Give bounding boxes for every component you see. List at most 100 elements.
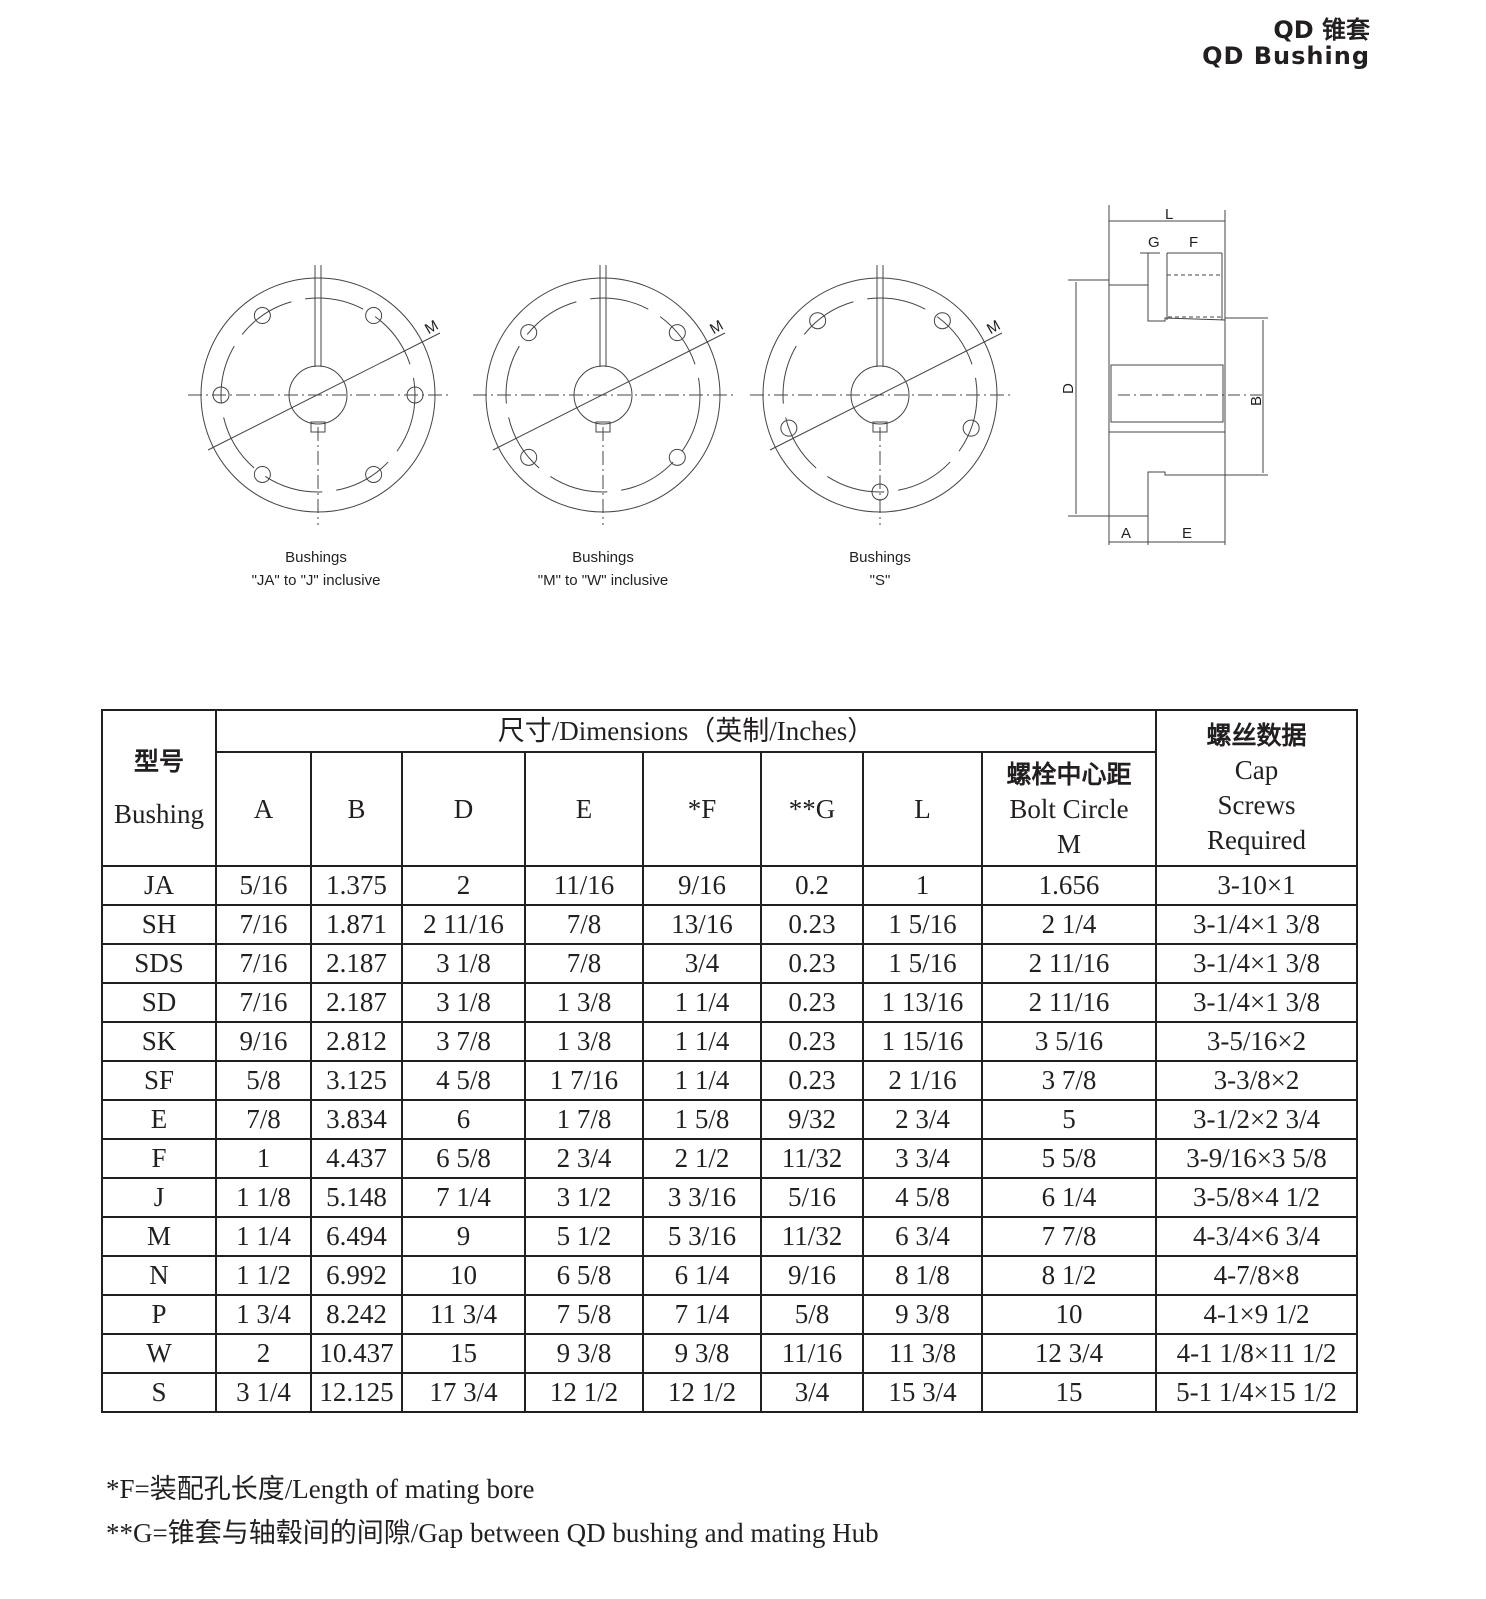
table-cell: 7/8 — [524, 904, 644, 945]
bushing-model-cell: E — [101, 1099, 217, 1140]
table-cell: 7/8 — [524, 943, 644, 984]
table-cell: 1 1/4 — [642, 1060, 762, 1101]
header-col-l: L — [862, 751, 983, 867]
bushing-model-cell: SH — [101, 904, 217, 945]
bolt-hole — [212, 386, 230, 404]
label-M: M — [422, 317, 441, 338]
table-cell: 3/4 — [642, 943, 762, 984]
header-col-d: D — [401, 751, 526, 867]
label-E: E — [1182, 525, 1192, 542]
table-cell: 6 5/8 — [524, 1255, 644, 1296]
table-cell: 1 1/8 — [215, 1177, 312, 1218]
bushing-model-cell: M — [101, 1216, 217, 1257]
caption-s: Bushings "S" — [750, 546, 1010, 592]
table-cell: 12 1/2 — [524, 1372, 644, 1413]
table-cell: 3-1/4×1 3/8 — [1155, 982, 1358, 1023]
caption-line: "JA" to "J" inclusive — [251, 572, 381, 589]
table-cell: 9/16 — [642, 865, 762, 906]
table-cell: 2 1/4 — [981, 904, 1157, 945]
table-row: SDS 7/16 2.187 3 1/8 7/8 3/4 0.23 1 5/16 2 11/16… — [101, 943, 1358, 984]
table-cell: 2 1/2 — [642, 1138, 762, 1179]
label-M: M — [984, 317, 1003, 338]
header-bolt-circle: 螺栓中心距 Bolt Circle M — [981, 751, 1157, 867]
caption-line: "M" to "W" inclusive — [537, 572, 669, 589]
table-cell: 6 3/4 — [862, 1216, 983, 1257]
table-row: E 7/8 3.834 6 1 7/8 1 5/8 9/32 2 3/4 5 3-1/2×2 3/… — [101, 1099, 1358, 1140]
bolt-hole — [668, 448, 686, 466]
header-en: Bolt Circle — [1009, 793, 1129, 824]
label-L: L — [1165, 206, 1173, 223]
table-cell: 7/16 — [215, 943, 312, 984]
table-row: W 2 10.437 15 9 3/8 9 3/8 11/16 11 3/8 12 3/4 4-1… — [101, 1333, 1358, 1374]
table-cell: 3-5/16×2 — [1155, 1021, 1358, 1062]
table-cell: 6.494 — [310, 1216, 403, 1257]
table-cell: 1 1/4 — [215, 1216, 312, 1257]
table-cell: 3-1/4×1 3/8 — [1155, 904, 1358, 945]
bushing-model-cell: J — [101, 1177, 217, 1218]
table-cell: 4-3/4×6 3/4 — [1155, 1216, 1358, 1257]
header-en: Screws — [1217, 790, 1296, 820]
table-cell: 3-3/8×2 — [1155, 1060, 1358, 1101]
table-cell: 0.23 — [760, 1060, 864, 1101]
table-cell: 2 — [215, 1333, 312, 1374]
label-M: M — [707, 317, 726, 338]
table-cell: 8 1/2 — [981, 1255, 1157, 1296]
header-en: M — [1056, 828, 1081, 859]
bolt-hole — [520, 448, 538, 466]
table-cell: 1 — [862, 865, 983, 906]
header-col-g: **G — [760, 751, 864, 867]
header-cap-screws: 螺丝数据 Cap Screws Required — [1155, 709, 1358, 867]
front-view-drawing: M — [750, 265, 1010, 525]
header-cn: 螺栓中心距 — [1006, 759, 1132, 789]
table-cell: 3.125 — [310, 1060, 403, 1101]
table-cell: 1 13/16 — [862, 982, 983, 1023]
table-cell: 2 1/16 — [862, 1060, 983, 1101]
table-cell: 5 — [981, 1099, 1157, 1140]
front-view-drawing: M — [473, 265, 733, 525]
table-cell: 7/16 — [215, 904, 312, 945]
table-row: SD 7/16 2.187 3 1/8 1 3/8 1 1/4 0.23 1 13/16 2 1… — [101, 982, 1358, 1023]
table-cell: 8.242 — [310, 1294, 403, 1335]
bushing-model-cell: P — [101, 1294, 217, 1335]
bushing-model-cell: SK — [101, 1021, 217, 1062]
bolt-hole — [406, 386, 424, 404]
table-cell: 11/16 — [524, 865, 644, 906]
table-cell: 6 1/4 — [981, 1177, 1157, 1218]
table-cell: 4-1 1/8×11 1/2 — [1155, 1333, 1358, 1374]
table-cell: 2.187 — [310, 982, 403, 1023]
bolt-hole — [962, 419, 980, 437]
header-bushing: 型号 Bushing — [101, 709, 217, 867]
table-cell: 5 3/16 — [642, 1216, 762, 1257]
header-col-a: A — [215, 751, 312, 867]
table-cell: 1.375 — [310, 865, 403, 906]
table-cell: 1 5/16 — [862, 904, 983, 945]
table-cell: 1.871 — [310, 904, 403, 945]
bolt-hole — [520, 324, 538, 342]
table-cell: 3-10×1 — [1155, 865, 1358, 906]
label-F: F — [1189, 234, 1198, 251]
table-row: F 1 4.437 6 5/8 2 3/4 2 1/2 11/32 3 3/4 5 5/8 3-9… — [101, 1138, 1358, 1179]
table-cell: 3 3/16 — [642, 1177, 762, 1218]
header-dimensions: 尺寸/Dimensions（英制/Inches） — [215, 709, 1157, 753]
header-col-e: E — [524, 751, 644, 867]
table-cell: 10 — [401, 1255, 526, 1296]
table-cell: 0.2 — [760, 865, 864, 906]
caption-m-w: Bushings "M" to "W" inclusive — [473, 546, 733, 592]
bolt-hole — [933, 312, 951, 330]
dimensions-table: 型号 Bushing 尺寸/Dimensions（英制/Inches） 螺丝数据 C… — [101, 709, 1358, 1413]
bushing-model-cell: SD — [101, 982, 217, 1023]
table-cell: 5.148 — [310, 1177, 403, 1218]
bolt-hole — [668, 324, 686, 342]
bolt-hole — [253, 465, 271, 483]
table-cell: 5-1 1/4×15 1/2 — [1155, 1372, 1358, 1413]
table-cell: 7 7/8 — [981, 1216, 1157, 1257]
header-col-f: *F — [642, 751, 762, 867]
table-cell: 0.23 — [760, 904, 864, 945]
table-cell: 2 11/16 — [981, 943, 1157, 984]
table-cell: 3 1/4 — [215, 1372, 312, 1413]
table-cell: 3-9/16×3 5/8 — [1155, 1138, 1358, 1179]
table-cell: 7/8 — [215, 1099, 312, 1140]
table-cell: 3-1/2×2 3/4 — [1155, 1099, 1358, 1140]
